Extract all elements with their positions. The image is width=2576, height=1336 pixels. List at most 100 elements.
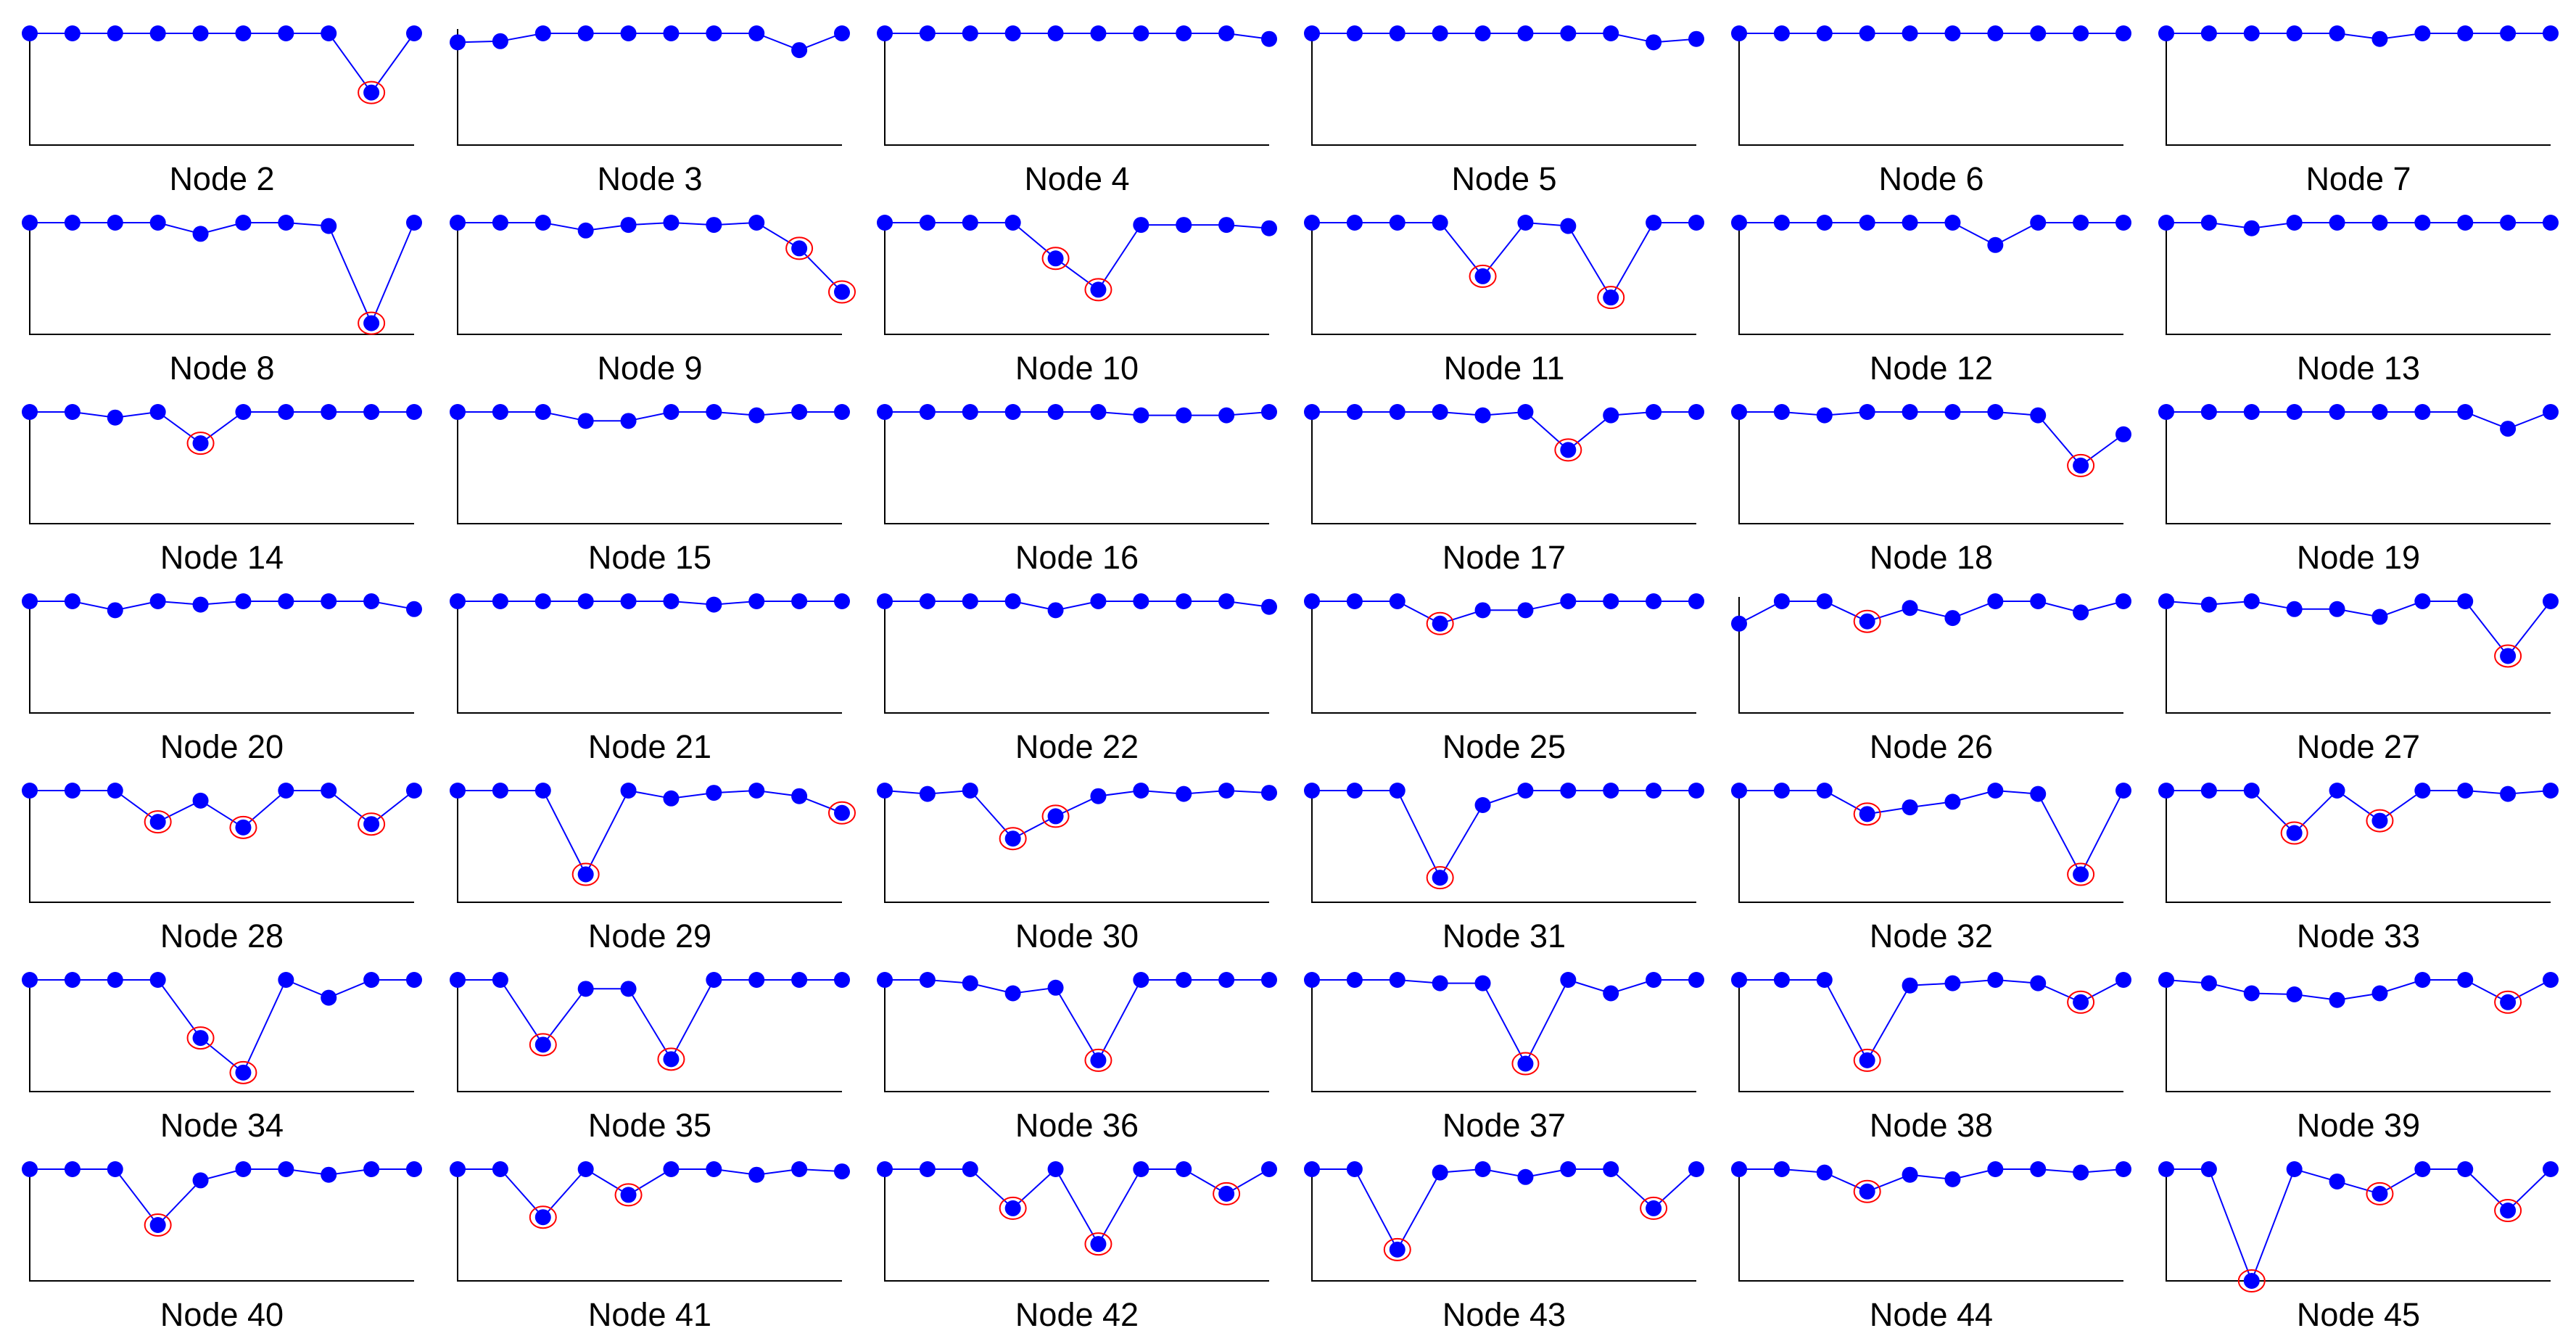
subplot-title: Node 14 <box>160 539 284 576</box>
subplot-title: Node 25 <box>1442 728 1566 765</box>
data-point <box>1176 25 1192 41</box>
data-point <box>2457 25 2474 41</box>
data-point <box>235 819 252 836</box>
data-point <box>1603 1161 1619 1177</box>
data-point <box>577 1161 594 1177</box>
data-point <box>64 783 80 799</box>
data-point <box>2115 215 2131 231</box>
data-point <box>2030 25 2047 41</box>
subplot-title: Node 22 <box>1015 728 1139 765</box>
subplot-axes <box>2166 976 2551 1092</box>
data-point <box>663 215 680 231</box>
data-point <box>1004 830 1021 847</box>
anomaly-marker <box>1640 1196 1668 1220</box>
data-point <box>1047 979 1064 996</box>
data-point <box>534 1036 551 1053</box>
data-point <box>1944 25 1961 41</box>
data-point <box>2500 421 2517 437</box>
data-point <box>450 593 466 609</box>
series-line <box>458 979 842 1061</box>
anomaly-marker <box>358 311 386 335</box>
subplot-axes <box>457 408 842 524</box>
data-point <box>406 601 422 617</box>
subplot: Node 16 <box>877 404 1277 576</box>
subplot-axes <box>1311 786 1696 903</box>
data-point <box>1688 30 1704 47</box>
data-point <box>235 215 252 231</box>
subplot-axes <box>884 597 1269 714</box>
data-point <box>2030 1161 2047 1177</box>
data-point <box>107 215 123 231</box>
data-point <box>1389 404 1405 420</box>
data-point <box>1389 1241 1405 1258</box>
subplot-axes <box>1738 597 2123 714</box>
subplot: Node 26 <box>1731 593 2131 765</box>
data-point <box>1902 25 1918 41</box>
data-point <box>107 602 123 619</box>
data-point <box>1218 972 1235 988</box>
data-point <box>706 25 722 41</box>
data-point <box>1432 975 1448 991</box>
anomaly-marker <box>2366 809 2394 833</box>
data-point <box>363 84 380 101</box>
data-point <box>278 25 294 41</box>
data-point <box>235 404 252 420</box>
data-point <box>363 404 380 420</box>
data-point <box>1603 25 1619 41</box>
data-point <box>1261 785 1277 801</box>
subplot-title: Node 20 <box>160 728 284 765</box>
subplot: Node 15 <box>450 404 850 576</box>
subplot-axes <box>1311 29 1696 146</box>
data-point <box>2243 220 2260 236</box>
subplot-axes <box>884 408 1269 524</box>
data-point <box>1346 972 1363 988</box>
data-point <box>192 596 209 613</box>
subplot-title: Node 2 <box>169 160 274 197</box>
data-point <box>663 25 680 41</box>
data-point <box>1560 25 1577 41</box>
data-point <box>2500 215 2517 231</box>
data-point <box>1560 783 1577 799</box>
subplot: Node 31 <box>1304 783 1704 954</box>
data-point <box>1603 593 1619 609</box>
series-line <box>1312 978 1696 1065</box>
series-line <box>885 601 1270 611</box>
data-point <box>64 25 80 41</box>
data-point <box>919 25 936 41</box>
data-point <box>2543 404 2559 420</box>
data-point <box>1176 217 1192 234</box>
data-point <box>2073 457 2089 474</box>
data-point <box>321 593 337 609</box>
data-point <box>706 1161 722 1177</box>
data-point <box>1218 593 1235 609</box>
series-line <box>30 411 414 445</box>
series-line <box>1738 601 2124 624</box>
data-point <box>363 972 380 988</box>
data-point <box>2329 783 2345 799</box>
series-line <box>30 33 415 94</box>
data-point <box>1517 783 1534 799</box>
data-point <box>2371 1185 2388 1202</box>
series-line <box>2166 600 2551 658</box>
data-point <box>22 25 38 41</box>
series-line <box>2166 1168 2551 1283</box>
data-point <box>1987 236 2004 253</box>
subplot: Node 42 <box>877 1161 1277 1333</box>
series-line <box>2166 411 2551 430</box>
data-point <box>1517 1055 1534 1072</box>
data-point <box>2030 785 2047 802</box>
data-point <box>2243 783 2260 799</box>
data-point <box>1047 25 1064 41</box>
subplot: Node 36 <box>877 972 1277 1144</box>
data-point <box>1987 25 2004 41</box>
data-point <box>192 226 209 242</box>
series-line <box>458 221 843 293</box>
subplot-title: Node 27 <box>2297 728 2420 765</box>
data-point <box>706 404 722 420</box>
anomaly-marker <box>2366 1182 2394 1205</box>
data-point <box>1603 289 1619 306</box>
data-point <box>2115 25 2131 41</box>
data-point <box>1346 215 1363 231</box>
data-point <box>64 972 80 988</box>
subplot-title: Node 19 <box>2297 539 2420 576</box>
